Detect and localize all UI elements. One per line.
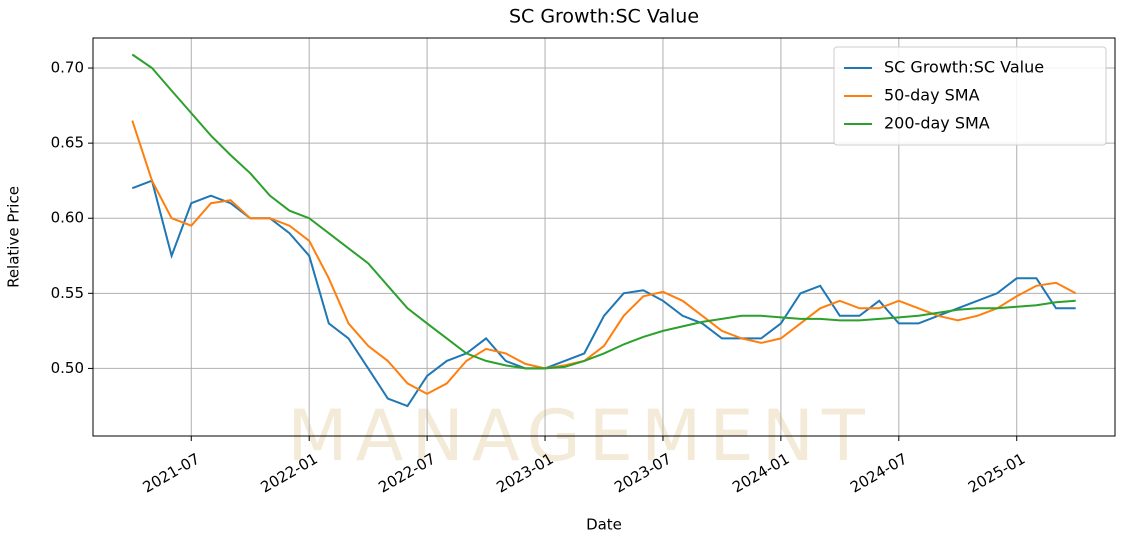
legend-label: 50-day SMA [884, 86, 980, 105]
legend-label: SC Growth:SC Value [884, 58, 1044, 77]
y-tick-label: 0.65 [51, 134, 84, 152]
series-line [131, 120, 1077, 396]
y-tick-label: 0.50 [51, 359, 84, 377]
legend: SC Growth:SC Value 50-day SMA 200-day SMA [833, 46, 1107, 146]
y-tick-label: 0.60 [51, 209, 84, 227]
y-axis-label: Relative Price [5, 186, 23, 288]
y-tick-label: 0.70 [51, 59, 84, 77]
x-axis-label: Date [586, 516, 622, 534]
legend-label: 200-day SMA [884, 114, 990, 133]
series-line [131, 179, 1076, 408]
x-tick-label: 2021-07 [140, 450, 203, 497]
series-line [131, 53, 1076, 370]
x-tick-label: 2025-01 [965, 450, 1028, 497]
legend-box [833, 46, 1107, 146]
chart-title: SC Growth:SC Value [509, 6, 699, 28]
plot-frame [92, 37, 1116, 437]
y-tick-label: 0.55 [51, 284, 84, 302]
